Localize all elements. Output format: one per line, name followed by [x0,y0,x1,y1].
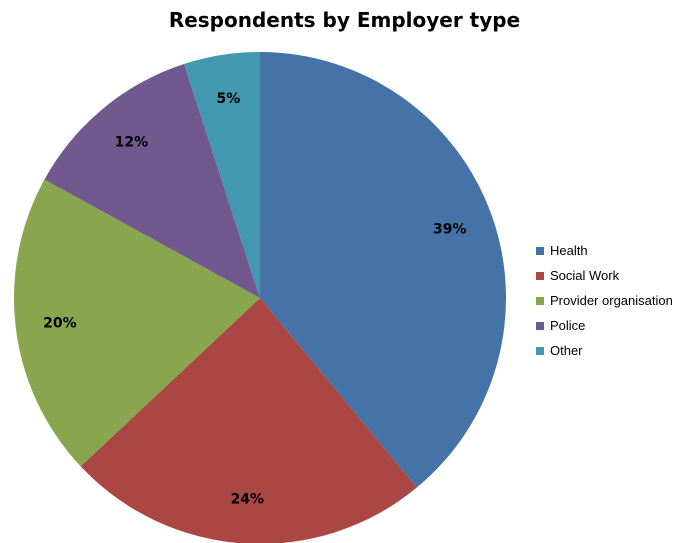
pie-slice-provider-organisation [14,179,260,467]
legend-swatch [536,246,544,255]
legend: Health Social Work Provider organisation Po… [536,238,673,363]
legend-item-police: Police [536,313,673,338]
legend-swatch [536,296,544,305]
pie-slice-other [183,52,260,298]
data-label-health: 39% [433,222,467,238]
legend-swatch [536,271,544,280]
legend-label: Provider organisation [550,293,673,308]
legend-label: Police [550,318,586,333]
legend-item-health: Health [536,238,673,263]
legend-label: Health [550,243,588,258]
legend-item-other: Other [536,338,673,363]
data-label-police: 12% [115,135,149,151]
pie-slice-social-work [80,298,417,543]
chart-title: Respondents by Employer type [168,8,521,32]
data-label-social-work: 24% [231,491,265,507]
data-label-other: 5% [217,91,241,107]
legend-item-provider-organisation: Provider organisation [536,288,673,313]
legend-swatch [536,346,544,355]
data-label-provider-organisation: 20% [43,315,77,331]
legend-swatch [536,321,544,330]
pie-slice-police [44,64,260,298]
legend-label: Other [550,343,583,358]
pie-slice-health [260,52,506,488]
legend-label: Social Work [550,268,620,283]
legend-item-social-work: Social Work [536,263,673,288]
